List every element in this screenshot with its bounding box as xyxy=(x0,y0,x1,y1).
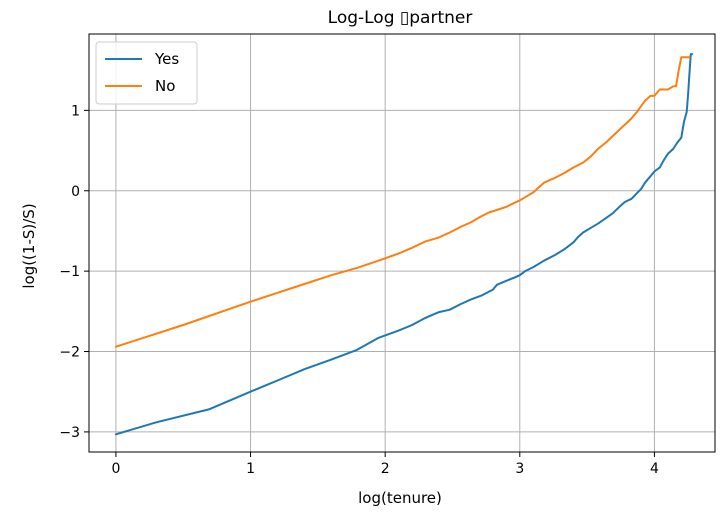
axes-frame xyxy=(88,33,716,453)
grid-layer xyxy=(89,34,715,452)
y-axis-label: log((1-S)/S) xyxy=(20,203,38,288)
series-line-yes xyxy=(114,53,694,436)
ticks-layer: 0 1 2 3 4 −3 −2 −1 0 1 xyxy=(59,103,659,477)
x-tick-label: 1 xyxy=(246,461,255,477)
legend: Yes No xyxy=(95,41,198,105)
x-tick-label: 3 xyxy=(515,461,524,477)
y-tick-label: 0 xyxy=(71,184,80,200)
series-line-no xyxy=(114,56,691,348)
x-tick-label: 2 xyxy=(381,461,390,477)
legend-box xyxy=(95,41,198,105)
y-tick-label: −1 xyxy=(59,264,80,280)
series-layer xyxy=(114,53,694,436)
legend-label-no: No xyxy=(155,77,175,95)
x-axis-label: log(tenure) xyxy=(358,489,442,507)
chart-title: Log-Log ▯partner xyxy=(328,8,473,28)
x-tick-label: 0 xyxy=(111,461,120,477)
y-tick-label: 1 xyxy=(71,103,80,119)
y-tick-label: −3 xyxy=(59,425,80,441)
y-tick-label: −2 xyxy=(59,345,80,361)
x-tick-label: 4 xyxy=(650,461,659,477)
legend-label-yes: Yes xyxy=(154,50,179,68)
